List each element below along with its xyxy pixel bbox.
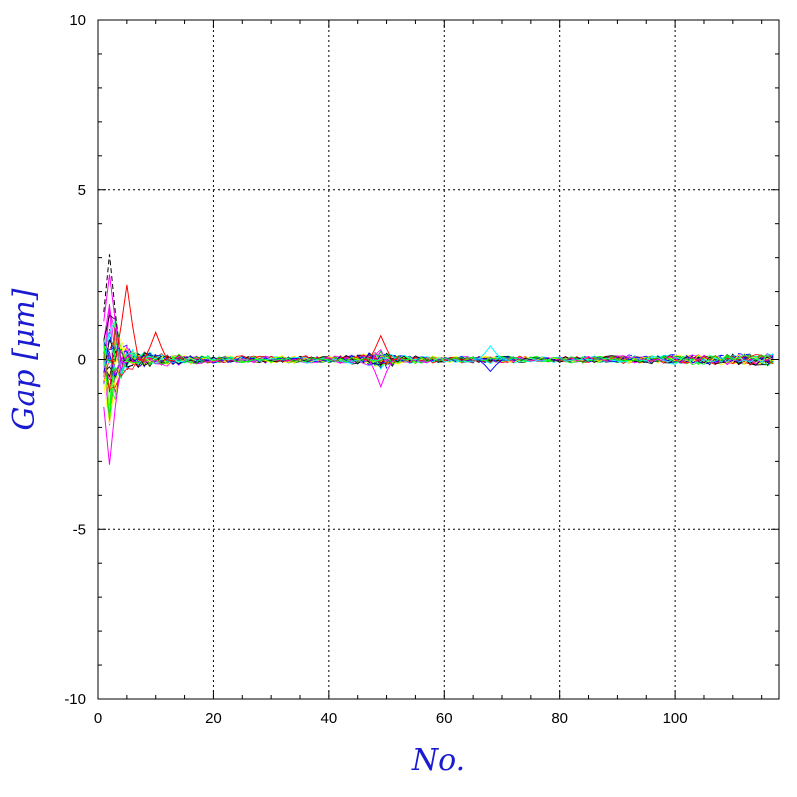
data-series-line <box>103 319 774 374</box>
data-series-line <box>103 344 774 392</box>
excursion-series-line <box>138 330 174 362</box>
excursion-series-line <box>103 274 127 364</box>
x-tick-label: 80 <box>551 710 568 727</box>
y-tick-labels: -10 -5 0 5 10 <box>64 12 86 708</box>
data-series-line <box>103 331 774 378</box>
y-axis-title: Gap [μm] <box>7 288 42 430</box>
y-tick-label: 5 <box>78 182 86 199</box>
y-tick-label: 0 <box>78 352 86 369</box>
x-axis-title: No. <box>411 743 465 778</box>
excursion-series-line <box>103 356 128 465</box>
data-series-line <box>103 338 774 373</box>
excursion-series-line <box>363 334 399 361</box>
axis-ticks <box>97 19 779 700</box>
y-tick-label: -5 <box>73 521 86 538</box>
y-tick-label: 10 <box>69 12 86 29</box>
data-series-line <box>103 345 774 381</box>
x-tick-label: 40 <box>321 710 338 727</box>
excursion-series-line <box>473 358 508 373</box>
x-tick-label: 100 <box>663 710 688 727</box>
data-series-line <box>103 308 774 378</box>
x-tick-label: 0 <box>94 710 102 727</box>
x-tick-label: 60 <box>436 710 453 727</box>
data-series-line <box>103 341 774 422</box>
series-lines <box>103 254 774 465</box>
y-tick-label: -10 <box>64 691 86 708</box>
data-series-line <box>103 338 774 420</box>
data-series-line <box>103 307 774 396</box>
excursion-series-line <box>473 345 508 361</box>
data-series-line <box>103 337 774 417</box>
data-series-line <box>103 346 774 373</box>
x-tick-label: 20 <box>205 710 222 727</box>
x-tick-labels: 0 20 40 60 80 100 <box>94 710 688 727</box>
